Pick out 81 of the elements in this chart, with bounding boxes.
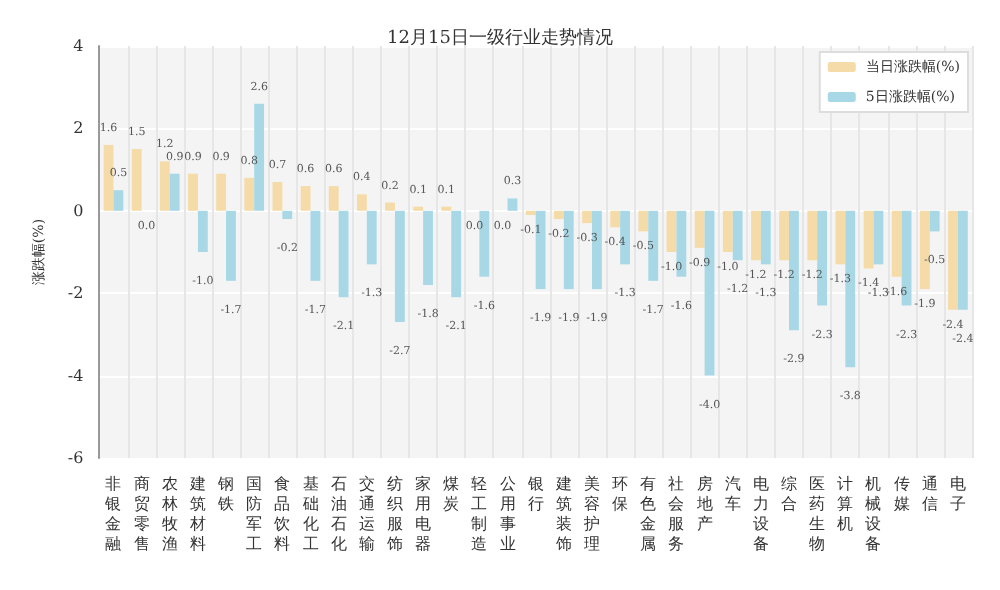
bar <box>254 103 265 211</box>
bar <box>159 161 170 211</box>
bar <box>169 173 180 211</box>
x-tick-label: 传媒 <box>893 475 910 513</box>
x-tick-label: 通信 <box>921 475 938 513</box>
bar <box>356 194 367 211</box>
x-tick-label: 有色金属 <box>640 475 657 553</box>
x-tick-label: 医药生物 <box>809 475 826 553</box>
x-tick-label: 家用电器 <box>415 475 432 553</box>
bar <box>582 210 592 224</box>
x-tick-label: 社会服务 <box>668 475 685 553</box>
bar <box>835 210 846 265</box>
bar <box>338 210 349 298</box>
bar <box>891 210 902 277</box>
x-tick-label: 煤炭 <box>443 475 460 513</box>
bar <box>807 210 818 261</box>
x-tick-label: 非银金融 <box>103 475 122 553</box>
bar <box>423 210 433 285</box>
bar <box>216 173 227 211</box>
bar <box>751 210 761 261</box>
bar <box>732 210 743 261</box>
x-tick-label: 房地产 <box>694 475 713 533</box>
bar <box>244 177 255 211</box>
x-tick-label: 环保 <box>612 475 629 513</box>
bar <box>779 210 790 261</box>
bar <box>226 210 236 281</box>
bar <box>188 173 198 211</box>
y-tick-label: -2 <box>67 284 84 303</box>
x-tick-label: 食品饮料 <box>272 475 291 553</box>
x-tick-label: 轻工制造 <box>471 475 488 553</box>
bar <box>929 210 940 232</box>
x-tick-label: 综合 <box>781 475 798 513</box>
bar <box>300 186 311 211</box>
x-tick-label: 银行 <box>525 475 544 513</box>
x-tick-label: 计算机 <box>837 475 854 533</box>
x-tick-label: 国防军工 <box>246 475 263 553</box>
bar <box>610 210 621 228</box>
y-tick-label: -4 <box>67 366 84 385</box>
bar <box>863 210 874 269</box>
bar <box>957 210 968 310</box>
x-tick-label: 机械设备 <box>865 475 882 553</box>
x-tick-label: 电子 <box>949 475 966 513</box>
y-tick-label: 4 <box>73 37 84 55</box>
bar <box>507 198 518 211</box>
x-tick-label: 汽车 <box>724 475 741 513</box>
bar <box>451 210 462 298</box>
x-tick-label: 建筑装饰 <box>553 475 572 553</box>
bar <box>666 210 677 252</box>
x-tick-label: 交通运输 <box>358 475 375 553</box>
bar <box>197 210 208 252</box>
x-tick-label: 公用事业 <box>499 475 516 553</box>
bar <box>479 210 490 277</box>
bar <box>694 210 705 248</box>
x-tick-label: 美容护理 <box>581 475 600 553</box>
bar <box>722 210 733 252</box>
bar <box>394 210 405 323</box>
x-tick-label: 农林牧渔 <box>159 475 178 553</box>
bar <box>310 210 321 281</box>
y-tick-label: 0 <box>73 201 84 220</box>
x-tick-label: 建筑材料 <box>187 475 206 553</box>
bar <box>366 210 377 265</box>
y-tick-label: 2 <box>73 119 84 138</box>
bar <box>385 202 395 211</box>
bar <box>113 190 124 211</box>
bar <box>638 210 649 232</box>
y-tick-label: -6 <box>67 449 84 467</box>
bar <box>282 210 293 220</box>
bar <box>272 181 283 211</box>
chart-title: 12月15日一级行业走势情况 <box>387 27 613 49</box>
bar <box>328 186 339 211</box>
bar <box>948 210 958 310</box>
bar <box>131 149 142 211</box>
bar <box>760 210 771 265</box>
x-tick-label: 石油石化 <box>330 475 347 553</box>
x-tick-label: 电力设备 <box>752 475 769 553</box>
x-tick-label: 纺织服饰 <box>384 475 403 553</box>
x-tick-label: 钢铁 <box>216 475 235 513</box>
bar <box>553 210 564 220</box>
x-tick-label: 基础化工 <box>300 475 319 553</box>
bar <box>873 210 884 265</box>
x-tick-label: 商贸零售 <box>133 475 150 553</box>
